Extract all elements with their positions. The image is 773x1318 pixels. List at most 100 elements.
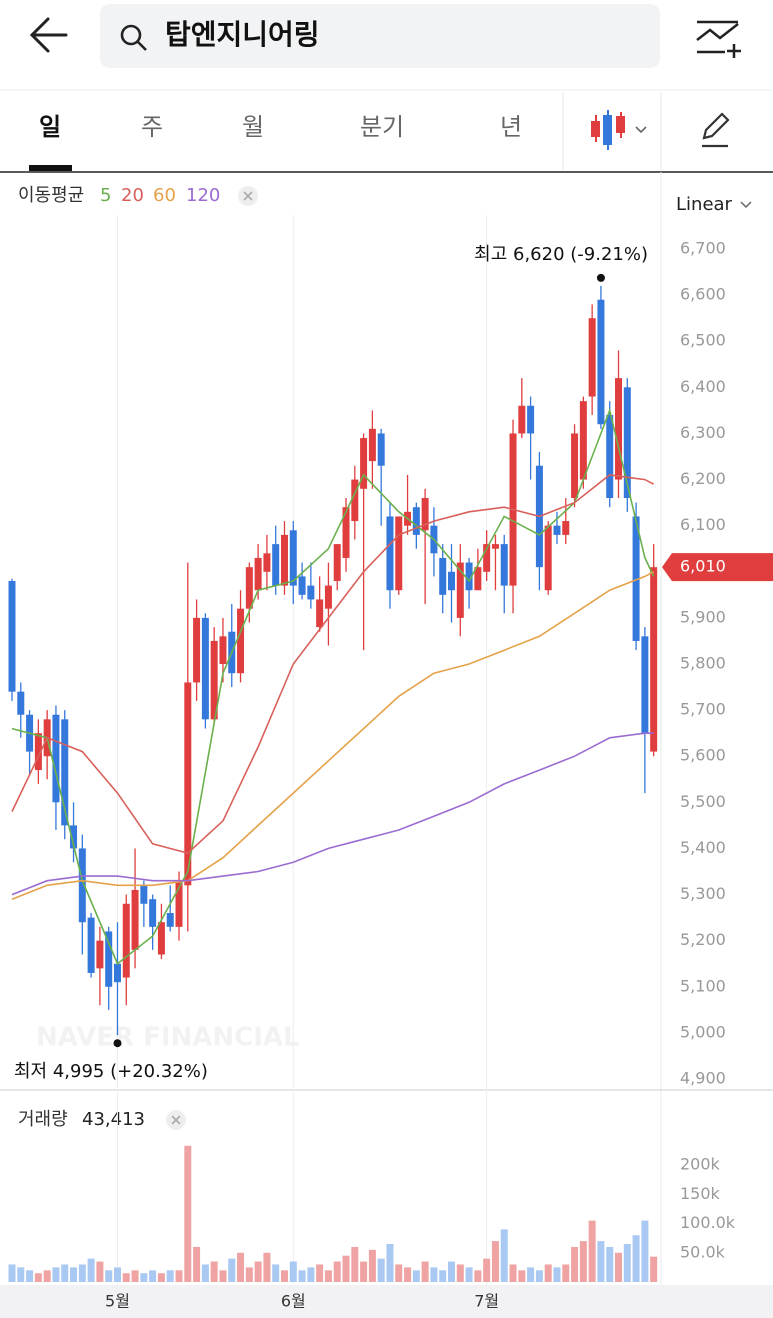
volume-bar xyxy=(184,1145,192,1282)
candle-body xyxy=(544,525,552,591)
candle-body xyxy=(571,433,579,498)
volume-bar xyxy=(491,1241,499,1282)
candle-body xyxy=(641,636,649,734)
candle-body xyxy=(606,415,614,498)
candle-body xyxy=(210,640,218,720)
x-tick-label: 7월 xyxy=(474,1292,499,1311)
tab[interactable]: 월 xyxy=(242,113,264,141)
candle-body xyxy=(412,507,420,535)
volume-bar xyxy=(70,1267,78,1282)
tab[interactable]: 주 xyxy=(141,113,163,141)
candle-body xyxy=(289,530,297,586)
volume-bar xyxy=(26,1270,34,1282)
chart-type-button[interactable] xyxy=(591,110,647,150)
candle-body xyxy=(588,318,596,397)
candle-body xyxy=(61,719,69,826)
scale-button[interactable]: Linear xyxy=(676,194,733,215)
x-tick-label: 5월 xyxy=(105,1292,130,1311)
volume-bar xyxy=(456,1264,464,1282)
volume-bar xyxy=(122,1273,130,1282)
y-tick-label: 5,300 xyxy=(680,884,726,903)
price-tag-label: 6,010 xyxy=(680,557,726,576)
y-tick-label: 5,200 xyxy=(680,930,726,949)
legend-entry: 60 xyxy=(153,185,176,206)
x-axis-band xyxy=(0,1285,773,1318)
volume-bar xyxy=(606,1246,614,1282)
volume-bar xyxy=(509,1264,517,1282)
volume-title: 거래량 xyxy=(18,1109,68,1130)
volume-bar xyxy=(597,1241,605,1282)
volume-bar xyxy=(149,1270,157,1282)
candle-body xyxy=(316,599,324,628)
candle-body xyxy=(245,567,253,609)
y-tick-label: 5,500 xyxy=(680,792,726,811)
candle-body xyxy=(8,581,16,692)
volume-bar xyxy=(87,1258,95,1282)
back-button[interactable] xyxy=(29,17,68,53)
candle-body xyxy=(342,507,350,558)
y-tick-label: 5,100 xyxy=(680,976,726,995)
candle-body xyxy=(395,516,403,591)
volume-bar xyxy=(131,1270,139,1282)
candle-body xyxy=(219,636,227,664)
chevron xyxy=(740,201,752,209)
tab[interactable]: 일 xyxy=(39,113,61,141)
candle-body xyxy=(491,544,499,549)
search-box[interactable] xyxy=(100,4,660,68)
volume-bar xyxy=(465,1267,473,1282)
search-icon xyxy=(120,24,142,46)
tab-indicator xyxy=(29,165,72,171)
volume-bar xyxy=(579,1241,587,1282)
y-tick-label: 4,900 xyxy=(680,1069,726,1088)
close-button[interactable] xyxy=(238,186,258,206)
compare-icon[interactable] xyxy=(696,20,741,58)
ma-line xyxy=(11,732,654,896)
volume-bar xyxy=(140,1273,148,1282)
tab[interactable]: 년 xyxy=(500,113,522,141)
volume-tick-label: 200k xyxy=(680,1155,721,1174)
candle-body xyxy=(368,428,376,462)
candle-body xyxy=(237,608,245,674)
volume-bar xyxy=(61,1264,69,1282)
volume-bar xyxy=(571,1246,579,1282)
volume-bar xyxy=(263,1252,271,1282)
candle-body xyxy=(500,544,508,586)
volume-bar xyxy=(210,1261,218,1282)
candle-body xyxy=(562,521,570,535)
volume-bar xyxy=(228,1258,236,1282)
candle-body xyxy=(474,567,482,591)
volume-bar xyxy=(615,1252,623,1282)
candle-body xyxy=(518,405,526,434)
volume-tick-label: 100.0k xyxy=(680,1213,736,1232)
volume-bar xyxy=(17,1267,25,1282)
candle-body xyxy=(307,585,315,600)
volume-bar xyxy=(201,1264,209,1282)
tab[interactable]: 분기 xyxy=(360,113,404,141)
candle-body xyxy=(421,498,429,531)
draw-button[interactable] xyxy=(702,112,730,148)
volume-bar xyxy=(105,1270,113,1282)
y-tick-label: 6,100 xyxy=(680,515,726,534)
volume-tick-label: 150k xyxy=(680,1184,721,1203)
candle-body xyxy=(377,433,385,466)
volume-bar xyxy=(219,1270,227,1282)
y-tick-label: 5,400 xyxy=(680,838,726,857)
volume-bar xyxy=(527,1267,535,1282)
volume-bar xyxy=(351,1246,359,1282)
candle-body xyxy=(324,585,332,609)
candle-body xyxy=(360,438,368,489)
volume-tick-label: 50.0k xyxy=(680,1242,726,1261)
volume-bar xyxy=(650,1256,658,1282)
volume-bar xyxy=(316,1264,324,1282)
volume-bar xyxy=(395,1264,403,1282)
volume-bar xyxy=(342,1255,350,1282)
volume-bar xyxy=(404,1267,412,1282)
volume-bar xyxy=(518,1270,526,1282)
volume-bar xyxy=(289,1261,297,1282)
volume-bar xyxy=(430,1267,438,1282)
candle-body xyxy=(615,378,623,480)
close-button[interactable] xyxy=(166,1110,186,1130)
volume-bar xyxy=(483,1258,491,1282)
